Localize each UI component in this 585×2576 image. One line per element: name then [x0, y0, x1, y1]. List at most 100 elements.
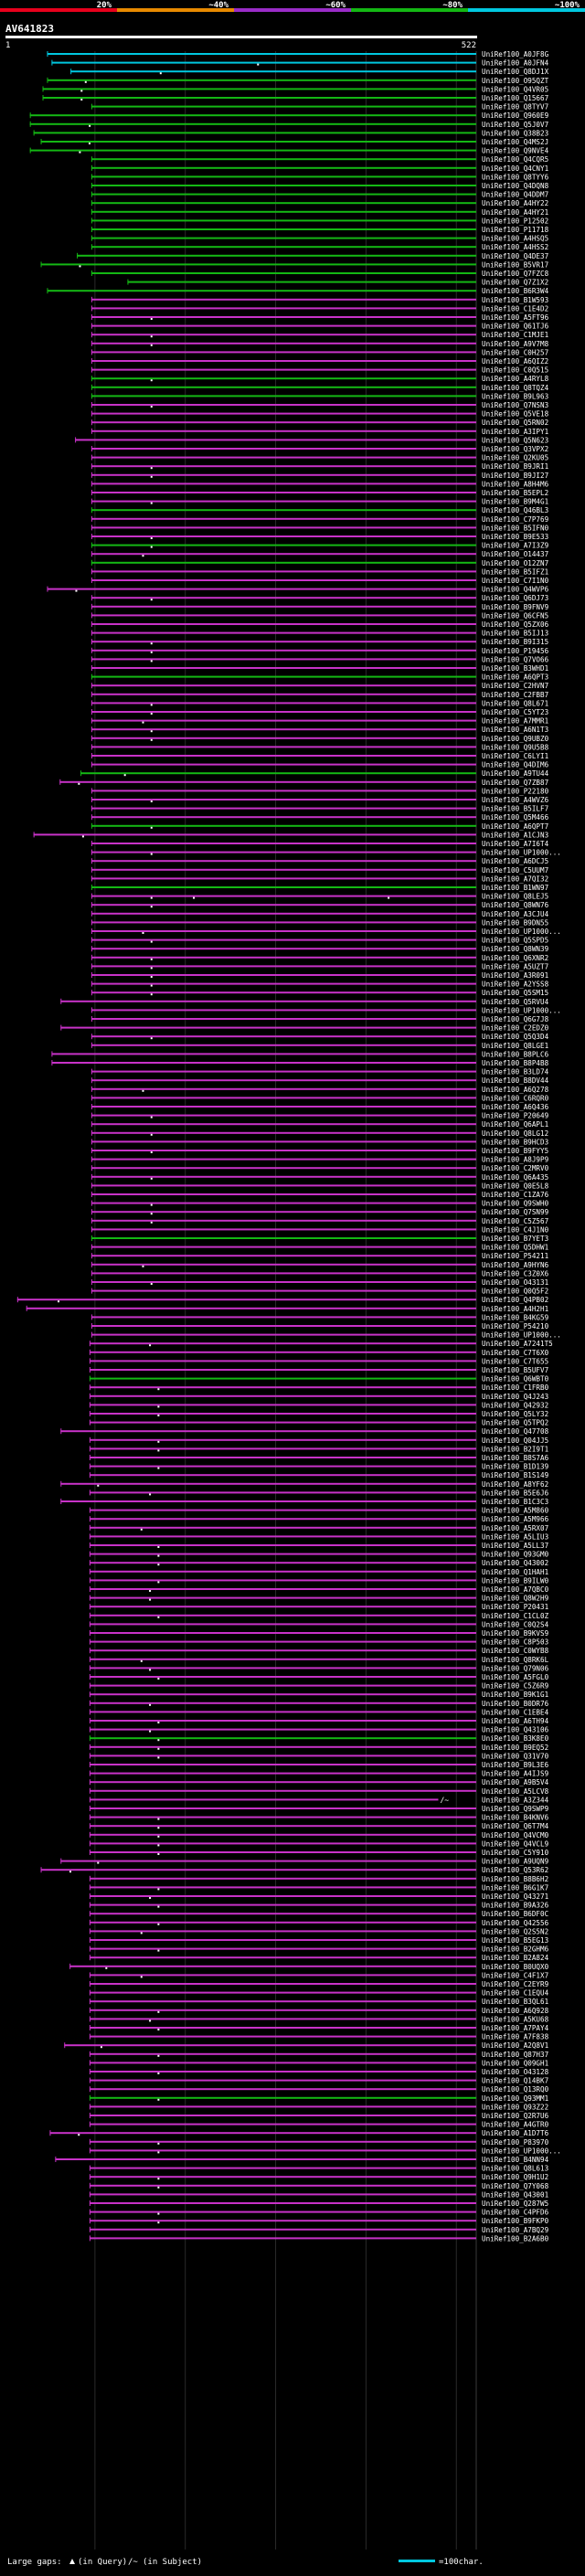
hit-label[interactable]: UniRef100_A5M860: [482, 1507, 549, 1515]
hit-label[interactable]: UniRef100_A7BQ29: [482, 2226, 549, 2234]
hit-label[interactable]: UniRef100_Q8L613: [482, 2165, 548, 2173]
hit-label[interactable]: UniRef100_Q4DQN8: [482, 182, 549, 190]
hit-label[interactable]: UniRef100_B1C3C3: [482, 1498, 548, 1506]
hit-label[interactable]: UniRef100_C1ZA76: [482, 1191, 549, 1199]
hit-label[interactable]: UniRef100_A8H4M6: [482, 480, 549, 488]
hit-label[interactable]: UniRef100_A7PAY4: [482, 2024, 549, 2032]
hit-label[interactable]: UniRef100_UP1000...: [482, 849, 561, 857]
hit-label[interactable]: UniRef100_C5Z567: [482, 1217, 548, 1225]
hit-label[interactable]: UniRef100_UP1000...: [482, 2147, 561, 2155]
hit-label[interactable]: UniRef100_A7QI32: [482, 875, 548, 883]
hit-label[interactable]: UniRef100_Q8TQZ4: [482, 384, 549, 392]
hit-label[interactable]: UniRef100_P11718: [482, 226, 549, 234]
hit-label[interactable]: UniRef100_Q6XNR2: [482, 954, 548, 962]
hit-label[interactable]: UniRef100_B6DF0C: [482, 1910, 548, 1918]
hit-label[interactable]: UniRef100_C6LYI1: [482, 752, 549, 760]
hit-label[interactable]: UniRef100_C4J1N0: [482, 1225, 549, 1234]
hit-label[interactable]: UniRef100_B9I315: [482, 638, 548, 646]
hit-label[interactable]: UniRef100_Q9UBZ0: [482, 735, 549, 743]
hit-label[interactable]: UniRef100_Q43002: [482, 1559, 548, 1567]
hit-label[interactable]: UniRef100_B8P4B8: [482, 1059, 549, 1067]
hit-label[interactable]: UniRef100_A4RYL8: [482, 375, 549, 383]
hit-label[interactable]: UniRef100_Q42932: [482, 1401, 548, 1409]
hit-label[interactable]: UniRef100_A8YF62: [482, 1480, 548, 1489]
hit-label[interactable]: UniRef100_B8B6H2: [482, 1875, 548, 1883]
hit-label[interactable]: UniRef100_P54211: [482, 1252, 549, 1260]
hit-label[interactable]: UniRef100_Q8TYV7: [482, 103, 548, 111]
hit-label[interactable]: UniRef100_Q79N06: [482, 1664, 549, 1672]
hit-label[interactable]: UniRef100_P20431: [482, 1603, 549, 1611]
hit-label[interactable]: UniRef100_C4PFD6: [482, 2209, 549, 2217]
hit-label[interactable]: UniRef100_Q04JJ5: [482, 1436, 548, 1445]
hit-label[interactable]: UniRef100_C7I1N0: [482, 577, 549, 585]
hit-label[interactable]: UniRef100_A7I3Z9: [482, 542, 549, 550]
hit-label[interactable]: UniRef100_B9FKP0: [482, 2217, 549, 2225]
hit-label[interactable]: UniRef100_P19456: [482, 647, 549, 655]
hit-label[interactable]: UniRef100_Q8TYY6: [482, 173, 549, 181]
hit-label[interactable]: UniRef100_Q31V70: [482, 1752, 549, 1760]
hit-label[interactable]: UniRef100_Q7NSN3: [482, 401, 548, 409]
hit-label[interactable]: UniRef100_C5Y910: [482, 1849, 549, 1857]
hit-label[interactable]: UniRef100_O43131: [482, 1278, 549, 1287]
hit-label[interactable]: UniRef100_Q4VCL9: [482, 1839, 549, 1848]
hit-label[interactable]: UniRef100_A4IJS9: [482, 1770, 549, 1778]
hit-label[interactable]: UniRef100_B5UFV7: [482, 1366, 548, 1374]
hit-label[interactable]: UniRef100_Q6A435: [482, 1173, 548, 1182]
hit-label[interactable]: UniRef100_Q42556: [482, 1919, 549, 1927]
hit-label[interactable]: UniRef100_Q6DJ73: [482, 594, 548, 602]
hit-label[interactable]: UniRef100_A4H2H1: [482, 1305, 549, 1313]
hit-label[interactable]: UniRef100_Q5RN02: [482, 419, 548, 427]
hit-label[interactable]: UniRef100_UP1000...: [482, 1331, 561, 1340]
hit-label[interactable]: UniRef100_A6DCJ5: [482, 857, 548, 865]
hit-label[interactable]: UniRef100_Q4CNY1: [482, 164, 549, 173]
hit-label[interactable]: UniRef100_B0UQX0: [482, 1963, 549, 1971]
hit-label[interactable]: UniRef100_Q0Q5F2: [482, 1288, 548, 1296]
hit-label[interactable]: UniRef100_A5KU68: [482, 2015, 549, 2023]
hit-label[interactable]: UniRef100_P12502: [482, 217, 548, 225]
hit-label[interactable]: UniRef100_B2A824: [482, 1954, 549, 1962]
hit-label[interactable]: UniRef100_A3CJU4: [482, 910, 549, 918]
hit-label[interactable]: UniRef100_Q2S5N2: [482, 1927, 548, 1935]
hit-label[interactable]: UniRef100_C2EYR9: [482, 1980, 549, 1988]
hit-label[interactable]: UniRef100_Q3VPX2: [482, 445, 548, 453]
hit-label[interactable]: UniRef100_C6RQR0: [482, 1094, 549, 1102]
hit-label[interactable]: UniRef100_A7I6T4: [482, 840, 549, 848]
hit-label[interactable]: UniRef100_C5YT23: [482, 708, 548, 716]
hit-label[interactable]: UniRef100_C1E4D2: [482, 304, 548, 313]
hit-label[interactable]: UniRef100_Q5M466: [482, 813, 549, 822]
hit-label[interactable]: UniRef100_Q7VO66: [482, 655, 549, 663]
hit-label[interactable]: UniRef100_Q2KU05: [482, 454, 548, 462]
hit-label[interactable]: UniRef100_C1EBE4: [482, 1708, 549, 1716]
hit-label[interactable]: UniRef100_Q43001: [482, 2190, 549, 2199]
hit-label[interactable]: UniRef100_Q0E5L8: [482, 1182, 549, 1190]
hit-label[interactable]: UniRef100_P20649: [482, 1112, 549, 1120]
hit-label[interactable]: UniRef100_A4HY22: [482, 199, 548, 207]
hit-label[interactable]: UniRef100_B9JRI1: [482, 462, 549, 471]
hit-label[interactable]: UniRef100_C0WYB8: [482, 1647, 549, 1655]
hit-label[interactable]: UniRef100_Q4J243: [482, 1393, 548, 1401]
hit-label[interactable]: UniRef100_C2HVN7: [482, 682, 548, 690]
hit-label[interactable]: UniRef100_Q6WBT0: [482, 1375, 549, 1383]
hit-label[interactable]: UniRef100_Q8W2H9: [482, 1595, 549, 1603]
hit-label[interactable]: UniRef100_Q6CFN5: [482, 611, 548, 620]
hit-label[interactable]: UniRef100_B6R3W4: [482, 287, 549, 295]
hit-label[interactable]: UniRef100_C1MJE1: [482, 331, 549, 339]
hit-label[interactable]: UniRef100_C1CL0Z: [482, 1612, 549, 1620]
hit-label[interactable]: UniRef100_O12ZN7: [482, 559, 548, 567]
hit-label[interactable]: UniRef100_Q5N623: [482, 436, 548, 444]
hit-label[interactable]: UniRef100_Q7Y068: [482, 2182, 549, 2190]
hit-label[interactable]: UniRef100_A8J9P9: [482, 1156, 549, 1164]
hit-label[interactable]: UniRef100_Q5SPD5: [482, 937, 548, 945]
hit-label[interactable]: UniRef100_B2A6B0: [482, 2234, 549, 2242]
hit-label[interactable]: UniRef100_A7241T5: [482, 1340, 553, 1348]
hit-label[interactable]: UniRef100_Q5VE18: [482, 410, 549, 419]
hit-label[interactable]: UniRef100_A6QPT3: [482, 673, 548, 682]
hit-label[interactable]: UniRef100_A9UQN9: [482, 1858, 549, 1866]
hit-label[interactable]: UniRef100_Q38B23: [482, 129, 548, 137]
hit-label[interactable]: UniRef100_Q6APL1: [482, 1120, 549, 1129]
hit-label[interactable]: UniRef100_Q4CQR5: [482, 155, 548, 164]
hit-label[interactable]: UniRef100_C2MRV0: [482, 1164, 549, 1172]
hit-label[interactable]: UniRef100_B5IJ13: [482, 630, 548, 638]
hit-label[interactable]: UniRef100_A6QIZ2: [482, 357, 548, 366]
hit-label[interactable]: UniRef100_B3WHD1: [482, 664, 549, 673]
